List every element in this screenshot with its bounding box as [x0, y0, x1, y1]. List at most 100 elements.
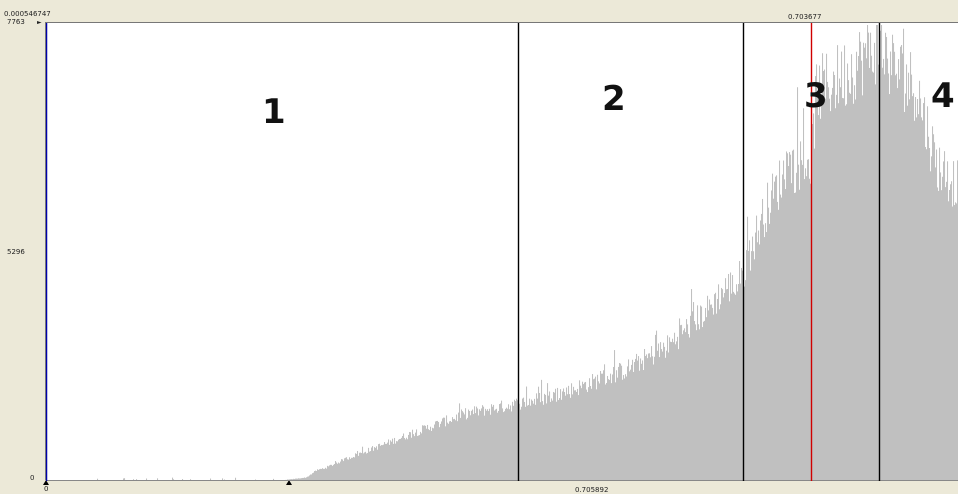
histogram-bar	[636, 354, 637, 481]
histogram-bar	[876, 25, 877, 481]
histogram-bar	[400, 439, 401, 481]
histogram-bar	[632, 360, 633, 481]
histogram-bar	[759, 244, 760, 481]
histogram-bar	[482, 405, 483, 481]
histogram-bar	[942, 177, 943, 481]
histogram-bar	[447, 423, 448, 481]
histogram-bar	[953, 161, 954, 481]
histogram-bar	[476, 407, 477, 481]
histogram-bar	[697, 305, 698, 481]
histogram-bar	[651, 346, 652, 481]
histogram-bar	[842, 98, 843, 481]
histogram-bar	[770, 213, 771, 481]
histogram-bar	[818, 115, 819, 481]
histogram-bar	[392, 439, 393, 481]
histogram-bar	[783, 161, 784, 481]
histogram-bar	[418, 436, 419, 481]
histogram-bar	[355, 453, 356, 481]
histogram-bar	[902, 53, 903, 481]
histogram-bar	[559, 398, 560, 481]
histogram-bar	[740, 284, 741, 481]
histogram-bar	[453, 419, 454, 481]
histogram-bar	[530, 406, 531, 481]
histogram-bar	[477, 408, 478, 481]
histogram-bar	[693, 302, 694, 481]
histogram-bar	[800, 141, 801, 481]
histogram-bar	[399, 439, 400, 481]
histogram-bar	[899, 79, 900, 481]
histogram-bar	[432, 428, 433, 481]
histogram-bar	[635, 359, 636, 481]
histogram-bar	[888, 73, 889, 481]
histogram-bar	[359, 453, 360, 481]
histogram-bar	[621, 366, 622, 481]
histogram-bar	[386, 444, 387, 481]
histogram-bar	[885, 33, 886, 481]
histogram-bar	[341, 459, 342, 481]
histogram-bar	[865, 43, 866, 481]
histogram-bar	[564, 392, 565, 481]
histogram-bar	[574, 390, 575, 481]
histogram-bar	[328, 466, 329, 481]
histogram-bar	[503, 412, 504, 481]
histogram-bar	[784, 179, 785, 481]
histogram-bar	[358, 456, 359, 481]
histogram-bar	[579, 380, 580, 481]
histogram-bar	[493, 405, 494, 481]
histogram-bar	[435, 421, 436, 481]
histogram-bar	[641, 364, 642, 481]
histogram-bar	[645, 356, 646, 481]
histogram-bar	[320, 469, 321, 481]
histogram-bar	[801, 160, 802, 481]
histogram-bar	[830, 111, 831, 481]
histogram-bar	[789, 152, 790, 481]
histogram-bar	[748, 251, 749, 481]
histogram-bar	[575, 390, 576, 481]
histogram-bar	[735, 295, 736, 481]
histogram-bar	[702, 327, 703, 481]
top-threshold-value: 0.703677	[788, 13, 821, 21]
histogram-bar	[889, 94, 890, 481]
histogram-bar	[804, 179, 805, 481]
histogram-bar	[572, 394, 573, 481]
histogram-bar	[725, 278, 726, 481]
histogram-bar	[312, 473, 313, 481]
histogram-bar	[479, 409, 480, 481]
histogram-bar	[502, 408, 503, 481]
histogram-bar	[795, 193, 796, 481]
histogram-bar	[657, 351, 658, 481]
histogram-bar	[388, 439, 389, 481]
histogram-bar	[838, 103, 839, 481]
histogram-bar	[421, 433, 422, 481]
histogram-bar	[560, 389, 561, 481]
histogram-bar	[318, 470, 319, 481]
histogram-bar	[846, 104, 847, 481]
histogram-bar	[411, 438, 412, 481]
histogram-bar	[423, 426, 424, 481]
histogram-bar	[749, 240, 750, 481]
histogram-bar	[487, 409, 488, 481]
histogram-bar	[457, 421, 458, 481]
histogram-bar	[397, 441, 398, 481]
histogram-bar	[931, 156, 932, 481]
histogram-bar	[778, 210, 779, 481]
histogram-bar	[905, 94, 906, 481]
histogram-bar	[483, 407, 484, 481]
histogram-bar	[706, 317, 707, 481]
histogram-bar	[719, 309, 720, 481]
histogram-bar	[357, 451, 358, 481]
histogram-bar	[753, 251, 754, 481]
histogram-bar	[329, 465, 330, 481]
histogram-bar	[516, 399, 517, 481]
histogram-bar	[874, 43, 875, 481]
histogram-bar	[438, 422, 439, 481]
histogram-bar	[656, 331, 657, 481]
histogram-bar	[520, 410, 521, 481]
histogram-bar	[674, 333, 675, 481]
histogram-bar	[653, 365, 654, 481]
histogram-bar	[776, 175, 777, 481]
histogram-bar	[835, 108, 836, 481]
histogram-bar	[686, 319, 687, 481]
histogram-bar	[623, 375, 624, 481]
